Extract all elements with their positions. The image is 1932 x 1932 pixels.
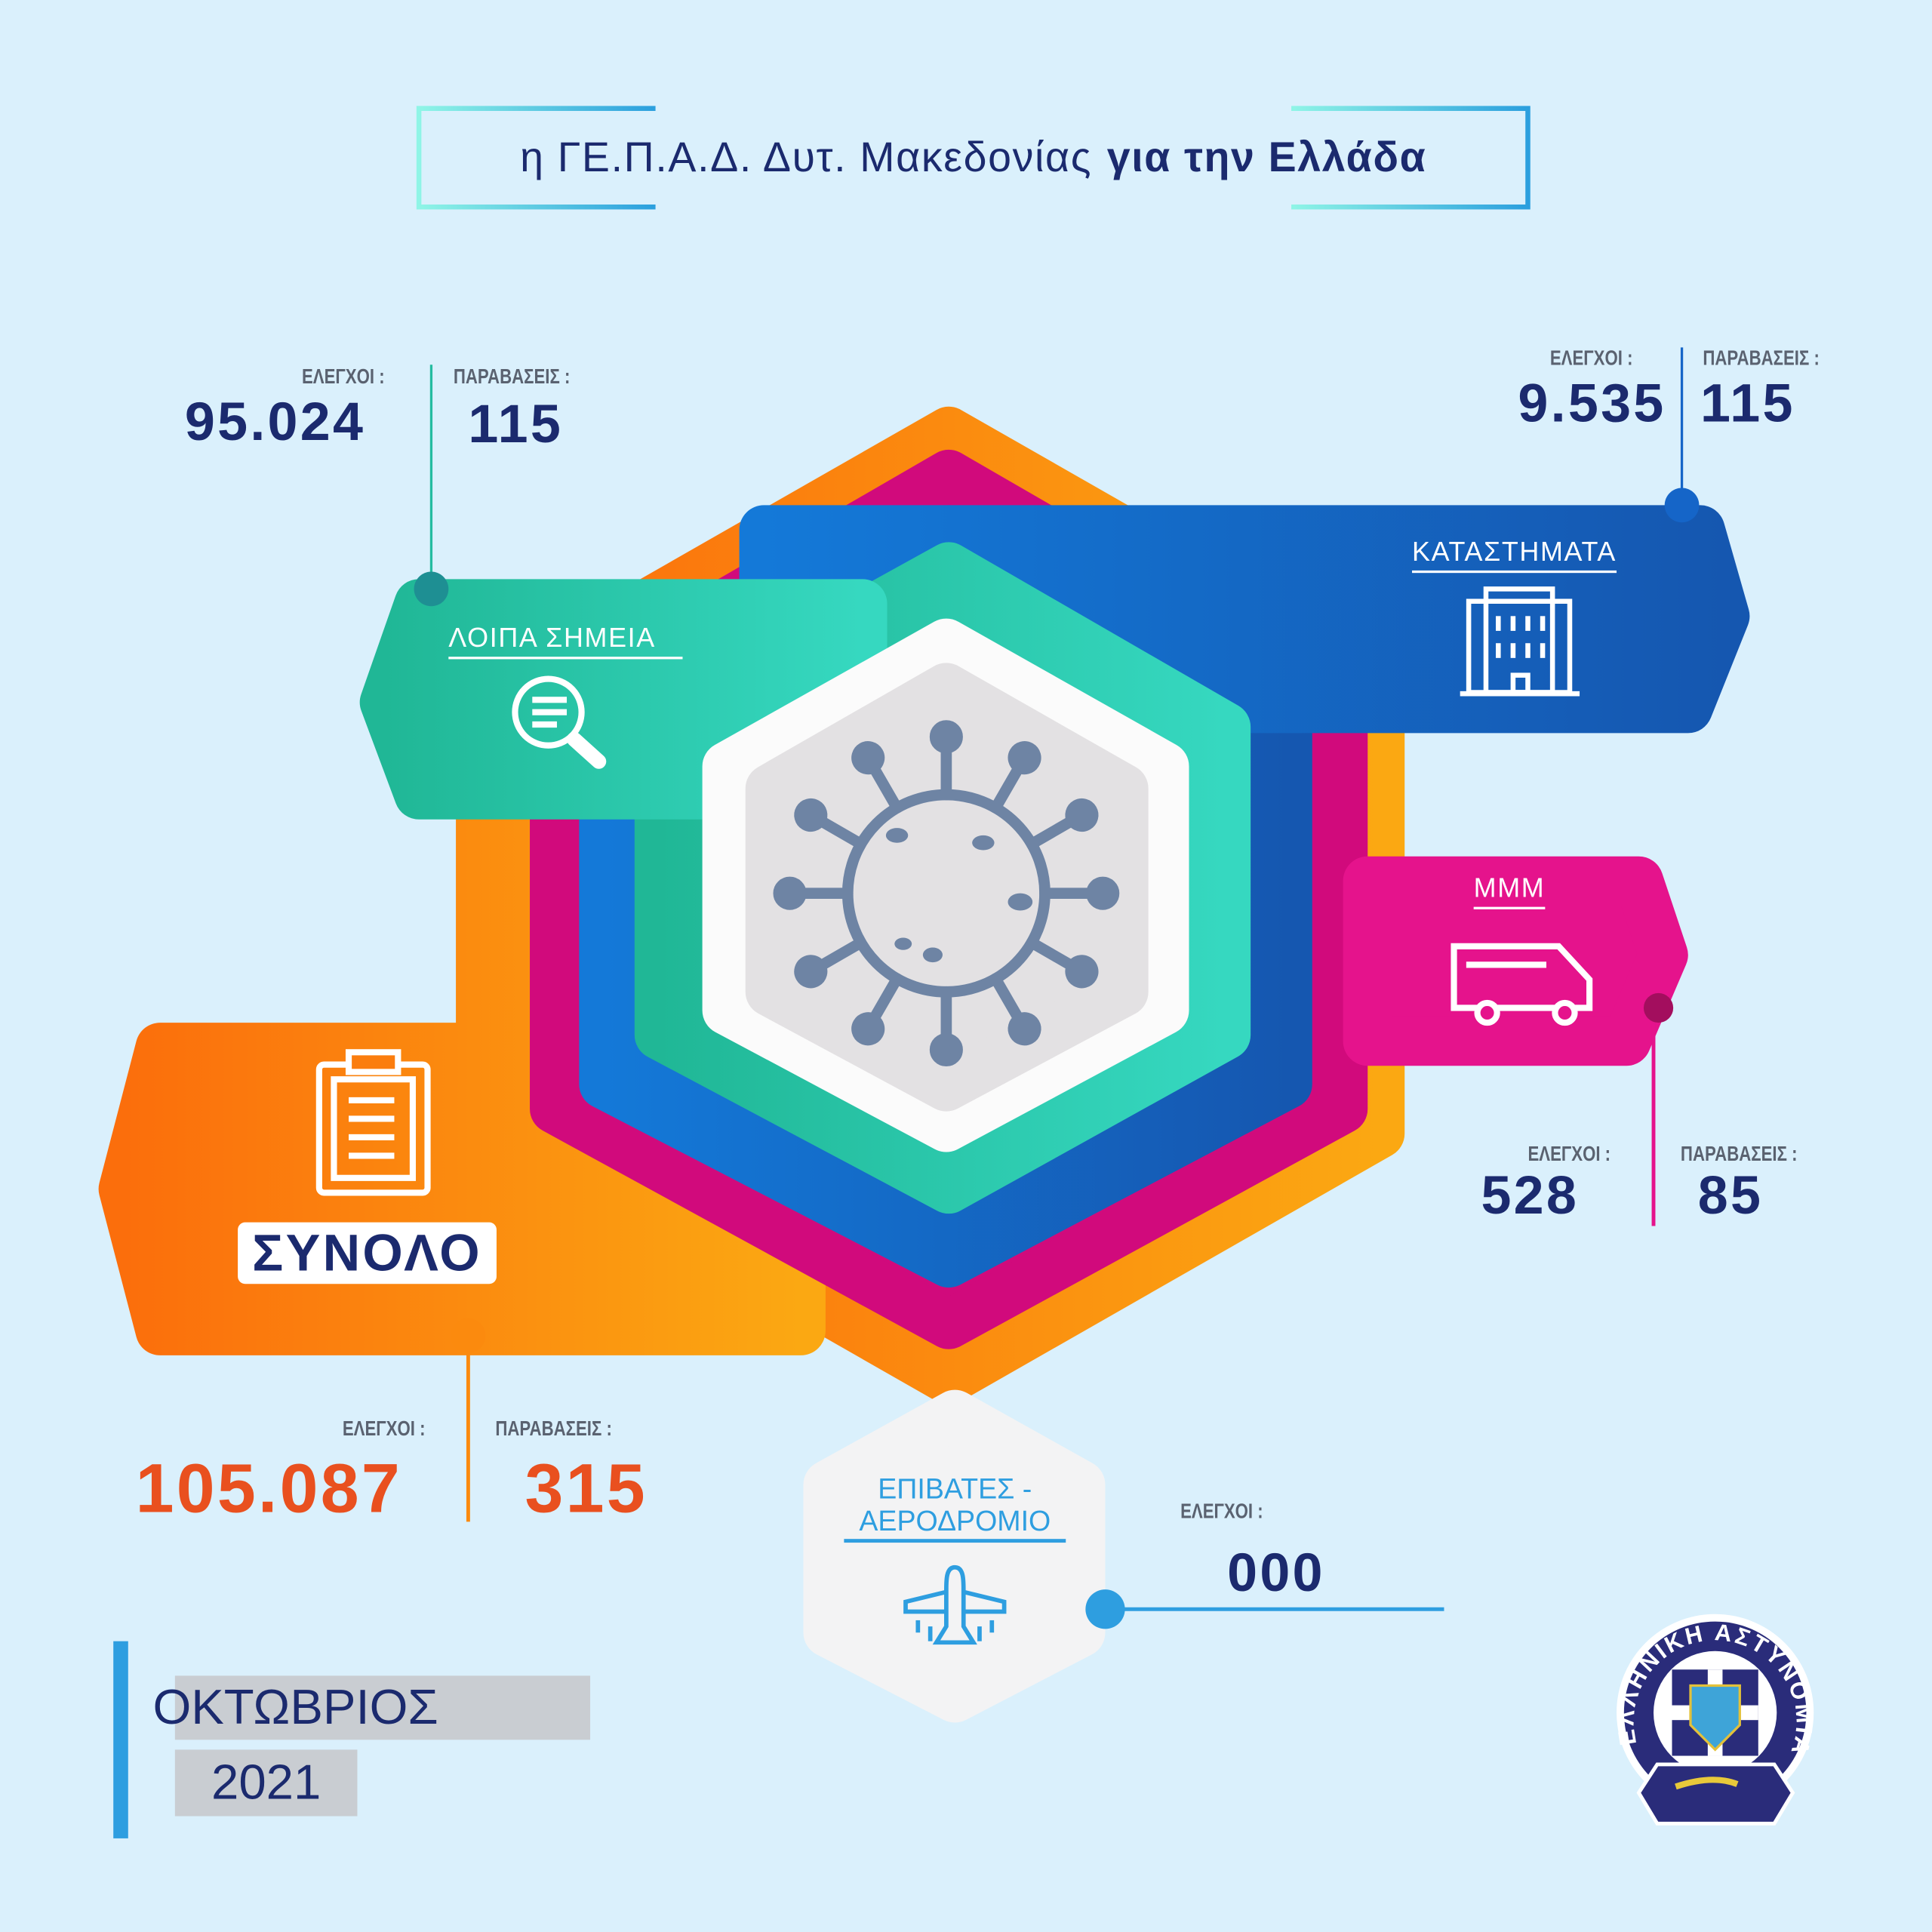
airport-label: ΕΠΙΒΑΤΕΣ - ΑΕΡΟΔΡΟΜΙΟ xyxy=(844,1472,1066,1543)
connector-dot xyxy=(1643,992,1674,1023)
total-violations-value: 315 xyxy=(525,1448,648,1527)
airport-checks-label: ΕΛΕΓΧΟΙ : xyxy=(1180,1499,1263,1523)
date-accent-bar xyxy=(113,1641,128,1838)
page-title: η ΓΕ.Π.Α.Δ. Δυτ. Μακεδονίας για την Ελλάδ… xyxy=(520,134,1427,181)
stores-checks-value: 9.535 xyxy=(1518,373,1666,434)
transport-label: ΜΜΜ xyxy=(1473,872,1546,909)
total-checks-label: ΕΛΕΓΧΟΙ : xyxy=(342,1417,426,1441)
stores-checks-label: ΕΛΕΓΧΟΙ : xyxy=(1549,346,1633,370)
total-label: ΣΥΝΟΛΟ xyxy=(238,1222,497,1284)
connector-dot xyxy=(451,1318,486,1353)
connector-dot xyxy=(1664,488,1700,523)
inner-hexagon xyxy=(745,663,1149,1112)
title-frame xyxy=(416,106,1531,210)
transport-checks-value: 528 xyxy=(1481,1165,1580,1226)
airplane-icon xyxy=(903,1564,1007,1645)
stores-label: ΚΑΤΑΣΤΗΜΑΤΑ xyxy=(1412,536,1617,574)
airport-checks-value: 000 xyxy=(1227,1543,1325,1604)
other-points-checks-label: ΕΛΕΓΧΟΙ : xyxy=(301,365,385,389)
month-label: ΟΚΤΩΒΡΙΟΣ xyxy=(152,1675,591,1740)
total-violations-label: ΠΑΡΑΒΑΣΕΙΣ : xyxy=(495,1417,612,1441)
stores-violations-value: 115 xyxy=(1700,373,1795,434)
stores-violations-label: ΠΑΡΑΒΑΣΕΙΣ : xyxy=(1703,346,1820,370)
total-checks-value: 105.087 xyxy=(135,1448,402,1527)
transport-violations-label: ΠΑΡΑΒΑΣΕΙΣ : xyxy=(1680,1142,1798,1166)
connector-dot xyxy=(1085,1589,1125,1629)
virus-icon xyxy=(779,720,1114,1061)
connector-dot xyxy=(414,571,449,607)
airport-hexagon xyxy=(803,1389,1106,1723)
other-points-violations-value: 115 xyxy=(468,394,564,455)
year-label: 2021 xyxy=(174,1749,358,1817)
bus-icon xyxy=(1451,943,1593,1026)
other-points-checks-value: 95.024 xyxy=(184,392,366,453)
transport-checks-label: ΕΛΕΓΧΟΙ : xyxy=(1527,1142,1611,1166)
other-points-violations-label: ΠΑΡΑΒΑΣΕΙΣ : xyxy=(453,365,571,389)
other-points-label: ΛΟΙΠΑ ΣΗΜΕΙΑ xyxy=(448,622,683,660)
building-icon xyxy=(1460,586,1580,697)
transport-violations-value: 85 xyxy=(1697,1165,1764,1226)
police-logo: ΕΛΛΗΝΙΚΗ ΑΣΤΥΝΟΜΙΑ xyxy=(1612,1614,1816,1826)
search-document-icon xyxy=(512,675,607,769)
clipboard-icon xyxy=(315,1049,431,1196)
